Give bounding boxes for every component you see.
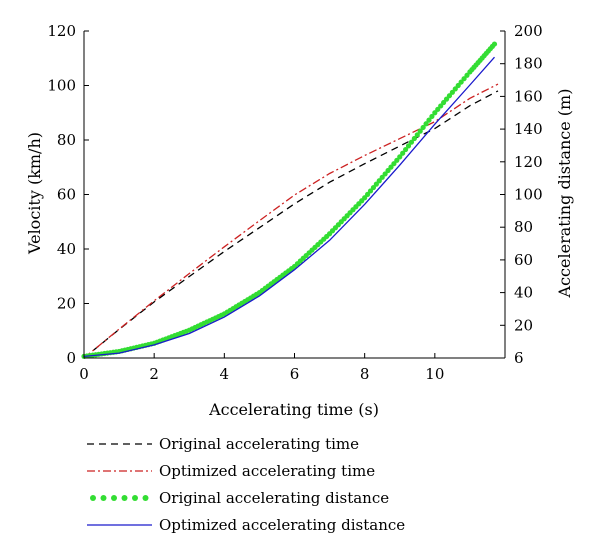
data-point xyxy=(402,146,409,153)
left-y-tick-label: 120 xyxy=(47,22,76,40)
legend-label: Original accelerating distance xyxy=(159,489,389,507)
optimized-accelerating-time-line xyxy=(83,83,499,359)
left-y-tick-label: 60 xyxy=(57,186,76,204)
optimized-accelerating-distance-line xyxy=(83,56,495,358)
left-y-tick-label: 20 xyxy=(57,295,76,313)
x-tick-label: 4 xyxy=(220,365,230,383)
data-point xyxy=(432,110,438,116)
legend-swatch-dot xyxy=(90,495,96,501)
data-point xyxy=(397,154,403,160)
right-y-tick-label: 40 xyxy=(514,284,533,302)
data-point xyxy=(405,143,412,149)
x-tick-label: 6 xyxy=(290,365,300,383)
right-y-tick-label: 180 xyxy=(514,55,543,73)
right-y-tick-label: 120 xyxy=(514,153,543,171)
data-point xyxy=(379,174,385,180)
data-point xyxy=(491,41,498,47)
original-accelerating-distance-series xyxy=(81,41,498,359)
data-point xyxy=(408,139,415,145)
data-point xyxy=(435,106,441,112)
legend-item: Original accelerating distance xyxy=(90,489,389,507)
legend-item: Optimized accelerating distance xyxy=(87,516,405,534)
right-y-tick-label: 6 xyxy=(514,349,524,367)
legend-swatch-dot xyxy=(100,495,107,501)
data-point xyxy=(461,76,467,82)
right-y-tick-label: 100 xyxy=(514,186,543,204)
right-y-tick-label: 20 xyxy=(514,316,533,334)
x-axis-title: Accelerating time (s) xyxy=(208,400,379,419)
data-point xyxy=(429,113,435,120)
data-point xyxy=(400,150,406,156)
x-tick-label: 10 xyxy=(425,365,444,383)
right-y-tick-label: 160 xyxy=(514,87,543,105)
data-point xyxy=(364,191,371,197)
original-accelerating-time-line xyxy=(83,90,499,359)
legend-swatch-dot xyxy=(111,495,117,501)
data-point xyxy=(449,89,455,95)
right-y-tick-label: 140 xyxy=(514,120,543,138)
legend-label: Optimized accelerating distance xyxy=(159,516,405,534)
left-y-axis-title: Velocity (km/h) xyxy=(25,132,44,255)
data-point xyxy=(391,161,397,167)
legend-item: Optimized accelerating time xyxy=(87,462,375,480)
data-point xyxy=(452,86,458,92)
legend-label: Optimized accelerating time xyxy=(159,462,375,480)
right-y-tick-label: 200 xyxy=(514,22,543,40)
data-point xyxy=(417,128,423,134)
data-point xyxy=(376,178,382,184)
data-point xyxy=(420,124,426,131)
data-point xyxy=(367,188,374,194)
data-point xyxy=(426,117,432,123)
plot-area xyxy=(81,41,499,359)
data-point xyxy=(385,167,391,174)
data-point xyxy=(458,79,464,85)
data-point xyxy=(382,171,388,177)
legend-label: Original accelerating time xyxy=(159,435,359,453)
data-point xyxy=(455,82,461,89)
data-point xyxy=(446,93,453,99)
x-tick-label: 2 xyxy=(149,365,159,383)
right-y-tick-label: 60 xyxy=(514,251,533,269)
left-y-tick-label: 100 xyxy=(47,77,76,95)
x-tick-label: 8 xyxy=(360,365,370,383)
right-y-axis-title: Accelerating distance (m) xyxy=(555,89,574,299)
legend-swatch-dot xyxy=(121,495,128,501)
left-y-tick-label: 0 xyxy=(66,349,76,367)
legend: Original accelerating time Optimized acce… xyxy=(87,435,405,534)
legend-item: Original accelerating time xyxy=(87,435,359,453)
data-point xyxy=(443,96,450,102)
axes: 0 2 4 6 8 10020406080100120620406080100120140… xyxy=(47,22,542,383)
data-point xyxy=(394,157,400,163)
left-y-tick-label: 40 xyxy=(57,240,76,258)
legend-swatch-dot xyxy=(142,495,149,501)
data-point xyxy=(373,181,379,187)
x-tick-label: 0 xyxy=(79,365,89,383)
data-point xyxy=(362,195,368,201)
right-y-tick-label: 80 xyxy=(514,218,533,236)
data-point xyxy=(464,72,470,78)
data-point xyxy=(414,132,420,138)
data-point xyxy=(388,164,394,170)
data-point xyxy=(441,99,447,106)
data-point xyxy=(411,135,417,142)
data-point xyxy=(423,121,429,127)
left-y-tick-label: 80 xyxy=(57,131,76,149)
legend-swatch-dot xyxy=(132,495,138,501)
data-point xyxy=(370,184,377,191)
data-point xyxy=(438,103,444,109)
